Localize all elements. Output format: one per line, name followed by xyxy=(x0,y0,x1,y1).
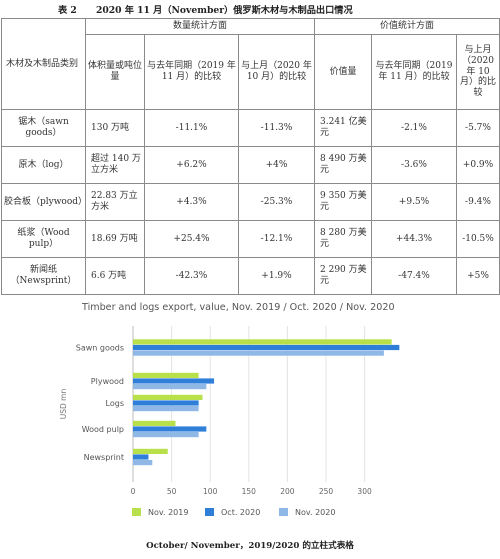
legend-swatch xyxy=(279,508,288,516)
volume-cell: 超过 140 万立方米 xyxy=(85,146,145,184)
category-cell: 胶合板（plywood） xyxy=(1,183,87,221)
column-header: 与去年同期（2019 年 11 月）的比较 xyxy=(144,34,239,110)
legend-swatch xyxy=(132,508,141,516)
bar xyxy=(133,350,384,356)
category-label: Sawn goods xyxy=(76,344,124,353)
y-axis-label: USD mn xyxy=(59,389,68,420)
chart-title: Timber and logs export, value, Nov. 2019… xyxy=(82,302,395,313)
value-cell: 8 490 万美元 xyxy=(314,146,372,184)
column-header: 价值量 xyxy=(314,34,372,110)
volume-cell: 22.83 万立方米 xyxy=(85,183,145,221)
row-header: 木材及木制品类别 xyxy=(1,18,86,110)
group-value-header: 价值统计方面 xyxy=(314,18,500,35)
bar xyxy=(133,384,207,390)
bar xyxy=(133,372,199,378)
category-cell: 新闻纸（Newsprint） xyxy=(1,257,86,295)
val-yoy-cell: -47.4% xyxy=(371,257,457,295)
column-header: 体积量或吨位量 xyxy=(85,34,145,110)
category-label: Wood pulp xyxy=(82,425,124,434)
volume-cell: 18.69 万吨 xyxy=(85,220,145,258)
x-tick-label: 250 xyxy=(319,487,334,496)
table-caption: 表 2 2020 年 11 月（November）俄罗斯木材与木制品出口情况 xyxy=(0,2,500,16)
x-tick-label: 150 xyxy=(242,487,257,496)
category-cell: 锯木（sawn goods） xyxy=(1,109,86,147)
bar xyxy=(133,394,203,400)
val-yoy-cell: -2.1% xyxy=(371,109,457,147)
value-cell: 3.241 亿美元 xyxy=(314,109,372,147)
val-mom-cell: +5% xyxy=(456,257,500,295)
val-yoy-cell: +9.5% xyxy=(371,183,457,221)
column-header: 与上月（2020 年 10 月）的比较 xyxy=(456,34,500,110)
bar xyxy=(133,339,392,345)
bar xyxy=(133,378,215,384)
bar xyxy=(133,420,176,426)
val-yoy-cell: +44.3% xyxy=(371,220,457,258)
val-mom-cell: -5.7% xyxy=(456,109,500,147)
column-header: 与去年同期（2019 年 11 月）的比较 xyxy=(371,34,457,110)
volume-cell: 6.6 万吨 xyxy=(85,257,145,295)
qty-mom-cell: +4% xyxy=(238,146,315,184)
bar xyxy=(133,448,168,454)
bar xyxy=(133,460,153,466)
category-label: Logs xyxy=(106,399,124,408)
table-row: 胶合板（plywood） 22.83 万立方米 +4.3% -25.3% 9 3… xyxy=(1,183,500,221)
qty-yoy-cell: -42.3% xyxy=(144,257,239,295)
bottom-caption: October/ November，2019/2020 的立柱式表格 xyxy=(146,541,354,551)
legend-label: Oct. 2020 xyxy=(221,508,260,517)
legend-label: Nov. 2019 xyxy=(148,508,188,517)
column-header: 与上月（2020 年 10 月）的比较 xyxy=(238,34,315,110)
category-cell: 纸浆（Wood pulp） xyxy=(1,220,86,258)
bar xyxy=(133,426,207,432)
category-cell: 原木（log） xyxy=(1,146,86,184)
qty-yoy-cell: +25.4% xyxy=(144,220,239,258)
x-tick-label: 100 xyxy=(203,487,218,496)
table-row: 纸浆（Wood pulp） 18.69 万吨 +25.4% -12.1% 8 2… xyxy=(1,220,500,258)
value-cell: 8 280 万美元 xyxy=(314,220,372,258)
val-mom-cell: -9.4% xyxy=(456,183,500,221)
category-label: Plywood xyxy=(91,377,124,386)
table-row: 锯木（sawn goods） 130 万吨 -11.1% -11.3% 3.24… xyxy=(1,109,500,147)
val-yoy-cell: -3.6% xyxy=(371,146,457,184)
qty-yoy-cell: +6.2% xyxy=(144,146,239,184)
bar xyxy=(133,400,199,406)
bar xyxy=(133,406,199,412)
value-cell: 9 350 万美元 xyxy=(314,183,372,221)
bar xyxy=(133,454,149,460)
qty-yoy-cell: +4.3% xyxy=(144,183,239,221)
qty-mom-cell: -25.3% xyxy=(238,183,315,221)
qty-mom-cell: -11.3% xyxy=(238,109,315,147)
bar xyxy=(133,344,400,351)
legend-swatch xyxy=(205,508,214,516)
table-row: 原木（log） 超过 140 万立方米 +6.2% +4% 8 490 万美元 … xyxy=(1,146,500,184)
qty-mom-cell: -12.1% xyxy=(238,220,315,258)
bar-chart: 0 50 100 150 200 250 300 USD mn Sawn goods Plywoo… xyxy=(59,326,400,517)
volume-cell: 130 万吨 xyxy=(85,109,145,147)
x-tick-label: 200 xyxy=(280,487,295,496)
x-tick-label: 50 xyxy=(167,487,177,496)
x-tick-label: 300 xyxy=(357,487,372,496)
x-tick-label: 0 xyxy=(131,487,136,496)
table-row: 新闻纸（Newsprint） 6.6 万吨 -42.3% +1.9% 2 290… xyxy=(1,257,500,295)
qty-mom-cell: +1.9% xyxy=(238,257,315,295)
category-label: Newsprint xyxy=(84,453,124,462)
value-cell: 2 290 万美元 xyxy=(314,257,372,295)
bar xyxy=(133,432,199,438)
group-quantity-header: 数量统计方面 xyxy=(85,18,315,35)
legend-label: Nov. 2020 xyxy=(295,508,335,517)
table-number: 表 2 xyxy=(58,5,77,16)
export-table: 木材及木制品类别 数量统计方面 价值统计方面 体积量或吨位量 与去年同期（201… xyxy=(1,18,500,295)
val-mom-cell: +0.9% xyxy=(456,146,500,184)
val-mom-cell: -10.5% xyxy=(456,220,500,258)
qty-yoy-cell: -11.1% xyxy=(144,109,239,147)
table-title: 2020 年 11 月（November）俄罗斯木材与木制品出口情况 xyxy=(96,5,353,16)
